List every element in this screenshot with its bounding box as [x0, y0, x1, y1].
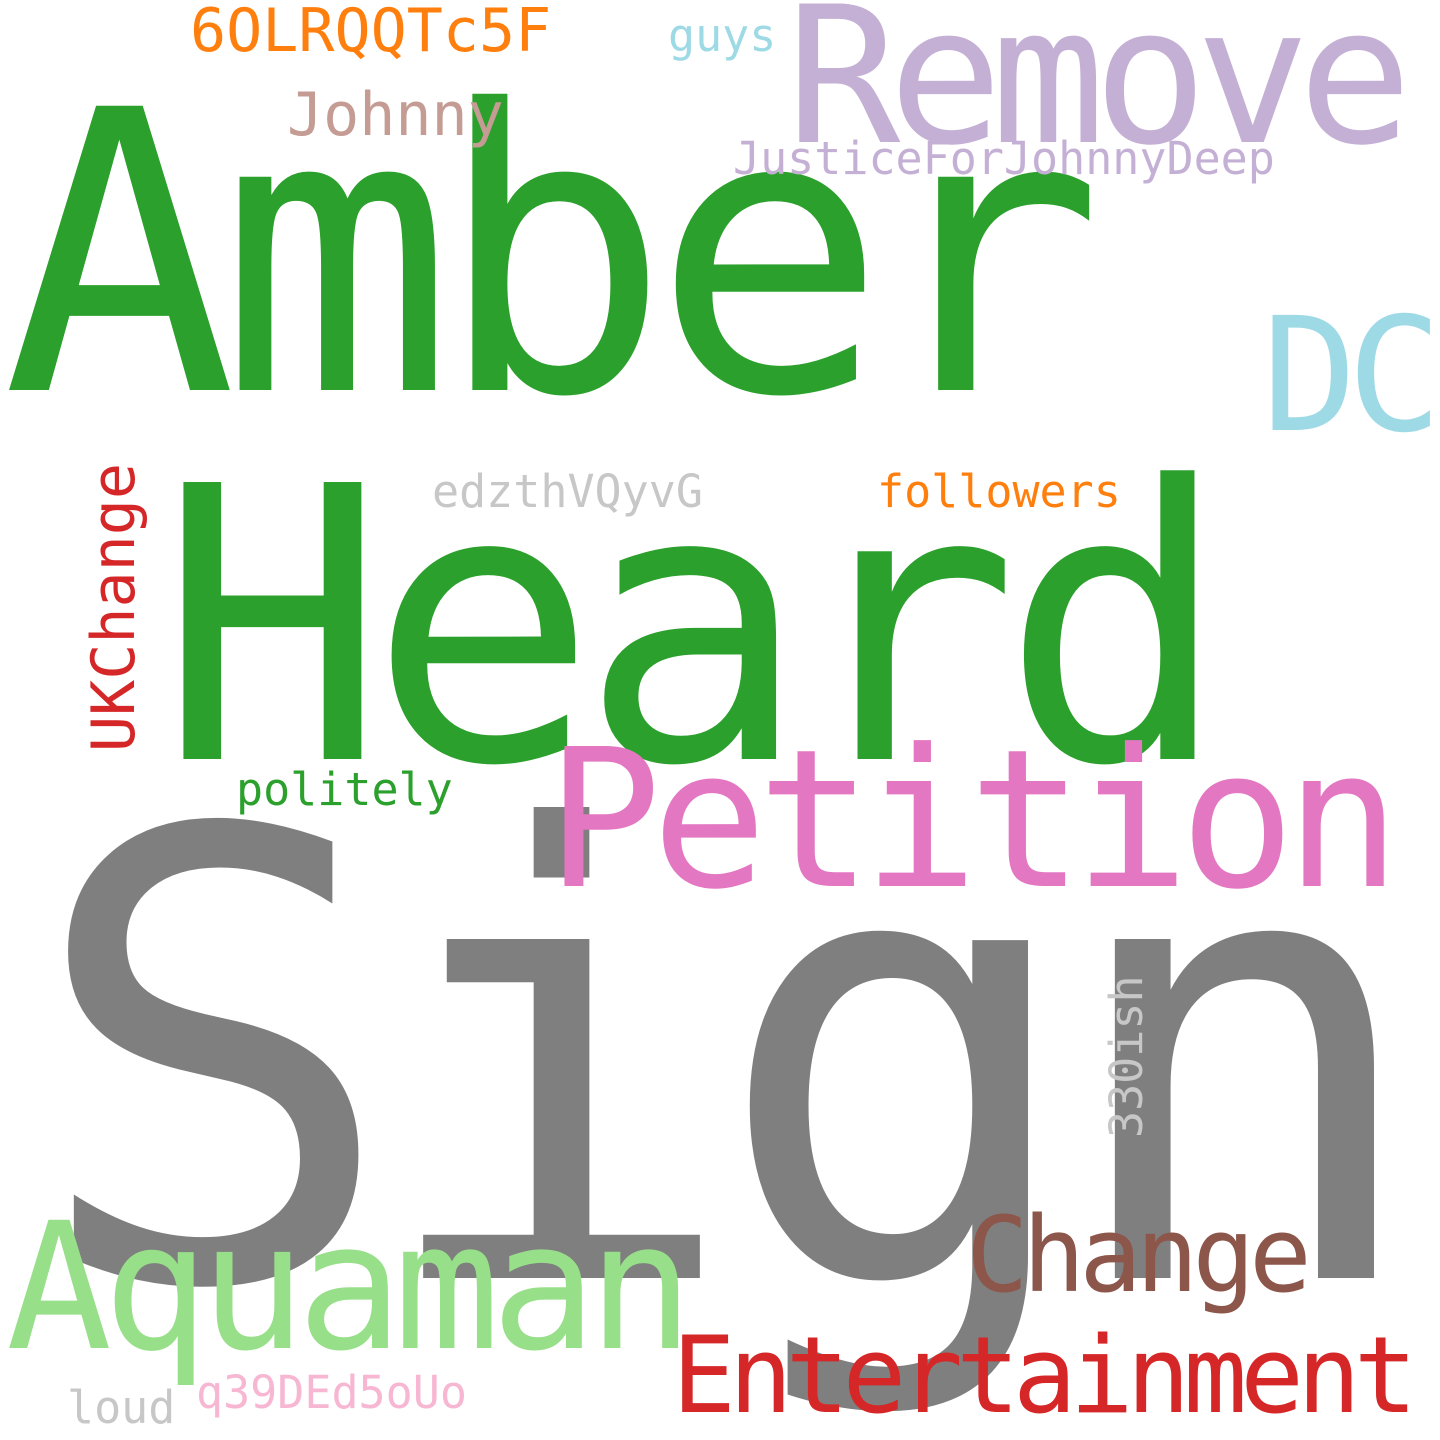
- word-q39ded5ouo: q39DEd5oUo: [196, 1366, 467, 1419]
- word-loud: loud: [67, 1381, 176, 1434]
- word-johnny: Johnny: [287, 80, 504, 150]
- word-followers: followers: [877, 465, 1121, 518]
- word-330ish: 330ish: [1100, 975, 1153, 1138]
- word-edzthvqyvg: edzthVQyvG: [432, 465, 703, 518]
- word-justicefor-johnny-deep: JusticeForJohnnyDeep: [733, 132, 1275, 185]
- word-aquaman: Aquaman: [6, 1185, 694, 1390]
- word-politely: politely: [236, 763, 453, 816]
- word-remove: Remove: [786, 0, 1412, 187]
- word-dc: DC: [1262, 284, 1440, 468]
- word-6olrqqtc5f: 6OLRQQTc5F: [190, 0, 552, 66]
- word-entertainment: Entertainment: [672, 1314, 1418, 1437]
- word-guys: guys: [668, 9, 777, 62]
- word-heard: Heard: [158, 406, 1230, 849]
- word-amber: Amber: [2, 28, 1104, 482]
- word-petition: Petition: [546, 709, 1401, 932]
- word-change: Change: [966, 1194, 1312, 1316]
- word-ukchange: UKChange: [79, 463, 149, 752]
- word-sign: Sign: [26, 704, 1429, 1425]
